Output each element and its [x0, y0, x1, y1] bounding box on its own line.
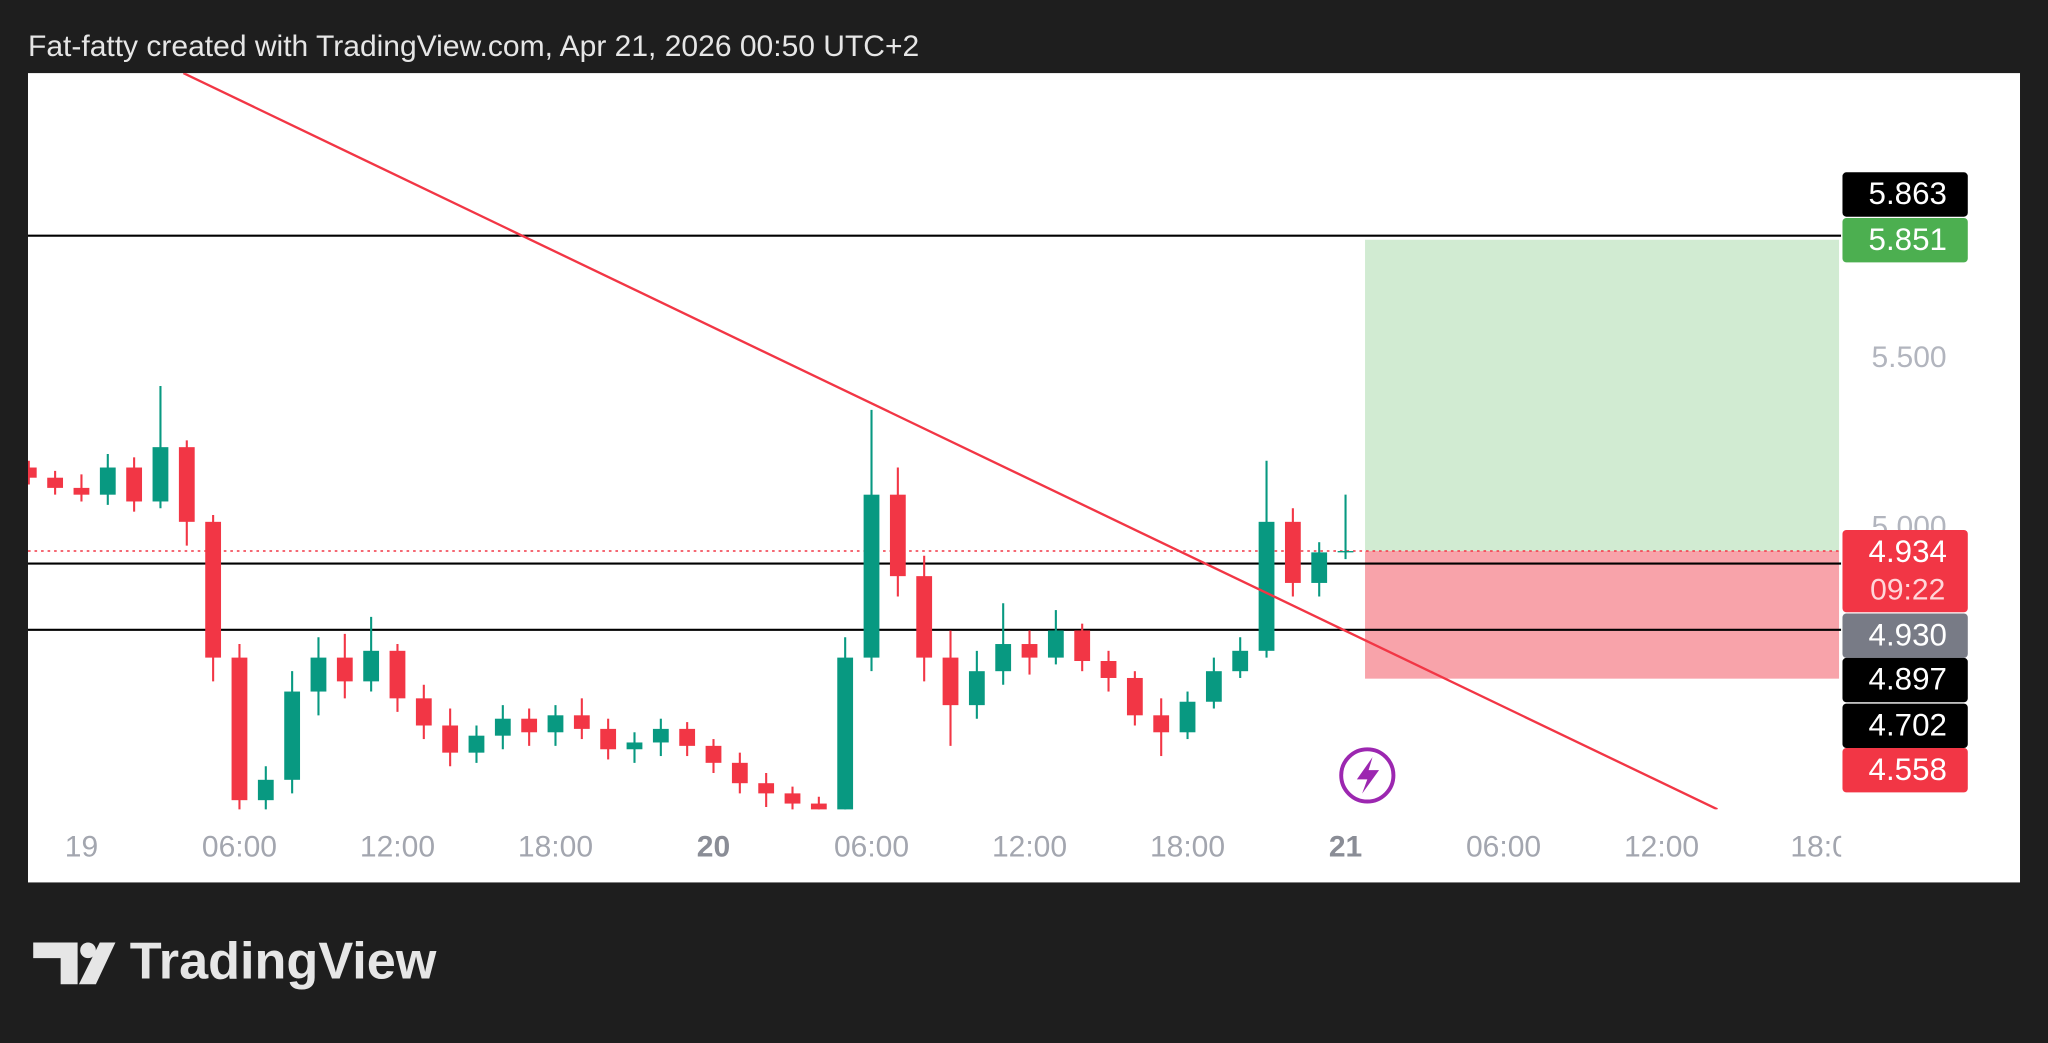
candle-body: [1126, 677, 1143, 716]
candle-body: [679, 728, 696, 746]
candle-body: [1047, 630, 1064, 658]
trendline: [182, 73, 1718, 810]
loss-zone: [1365, 551, 1840, 679]
candle-body: [99, 467, 116, 495]
price-tag: [1842, 529, 1968, 613]
candle-body: [310, 657, 327, 692]
price-tag-label: 5.863: [1869, 176, 1947, 211]
candle-body: [1337, 551, 1354, 553]
plot-area: [27, 73, 1842, 810]
candle-body: [363, 650, 380, 682]
time-axis: 19 06:00 12:00 18:00 20 06:00 12:00 18:00 21 06:0…: [65, 830, 1848, 863]
candle-body: [1153, 715, 1170, 733]
candle-body: [521, 718, 538, 733]
price-tag-label: 5.851: [1869, 222, 1947, 257]
y-tick-label: 5.500: [1871, 341, 1946, 374]
x-tick-label: 06:00: [834, 830, 909, 863]
x-tick-label: 12:00: [992, 830, 1067, 863]
price-tag-label: 4.934: [1869, 534, 1947, 569]
price-tag-label: 4.558: [1869, 752, 1947, 787]
candle-body: [152, 447, 169, 502]
candle-body: [442, 725, 459, 753]
candle-body: [547, 715, 564, 733]
profit-zone: [1365, 239, 1840, 552]
candle-body: [47, 477, 64, 488]
candle-body: [837, 657, 854, 810]
candle-body: [705, 745, 722, 763]
candle-body: [336, 657, 353, 682]
price-tag: [1842, 217, 1968, 263]
candle-body: [257, 779, 274, 801]
candle-body: [942, 657, 959, 706]
price-tag: [1842, 703, 1968, 748]
candle-body: [652, 728, 669, 743]
x-tick-label: 06:00: [1466, 830, 1541, 863]
price-tag: [1842, 172, 1968, 217]
candle-body: [284, 691, 301, 780]
candle-body: [1179, 701, 1196, 733]
countdown: 09:22: [1870, 573, 1945, 606]
candle-body: [1100, 661, 1117, 678]
candle-body: [626, 742, 643, 750]
candle-body: [1258, 521, 1275, 651]
candle-body: [968, 671, 985, 706]
price-tag: [1842, 613, 1968, 658]
x-tick-label: 21: [1329, 830, 1362, 863]
x-tick-label: 06:00: [202, 830, 277, 863]
candle-body: [415, 698, 432, 726]
price-axis: 5.863 5.851 4.934 09:22 4.930 4.897 4.702 4.558: [1842, 172, 1968, 793]
candle-body: [231, 657, 248, 801]
x-tick-label: 18:00: [1150, 830, 1225, 863]
candle-body: [995, 644, 1012, 672]
x-tick-label: 20: [697, 830, 730, 863]
candle-body: [126, 467, 143, 502]
candle-body: [1021, 644, 1038, 658]
candle-body: [573, 715, 590, 729]
candle-body: [27, 467, 37, 478]
x-tick-label: 19: [65, 830, 98, 863]
header-text: Fat-fatty created with TradingView.com, …: [28, 30, 919, 63]
candle-body: [731, 762, 748, 784]
price-tag-label: 4.702: [1869, 707, 1947, 742]
candle-body: [205, 521, 222, 658]
x-tick-label: 18:0: [1790, 830, 1848, 863]
candle-body: [494, 718, 511, 736]
candle-body: [468, 735, 485, 753]
candle-body: [758, 783, 775, 794]
candle-body: [600, 728, 617, 750]
candle-body: [1311, 552, 1328, 583]
candle-body: [73, 487, 90, 495]
price-tag: [1842, 747, 1968, 793]
x-tick-label: 18:00: [518, 830, 593, 863]
x-tick-label: 12:00: [1624, 830, 1699, 863]
candle-body: [1284, 521, 1301, 583]
price-tag-label: 4.897: [1869, 662, 1947, 697]
candle-body: [916, 576, 933, 658]
candle-body: [784, 793, 801, 804]
price-tag-label: 4.930: [1869, 617, 1947, 652]
x-tick-label: 12:00: [360, 830, 435, 863]
candle-body: [1205, 671, 1222, 702]
candle-body: [178, 447, 195, 522]
candle-body: [810, 803, 827, 810]
candle-body: [389, 650, 406, 699]
price-tag: [1842, 657, 1968, 703]
logo: TradingView: [33, 932, 437, 990]
brand: TradingView: [130, 932, 437, 990]
candle-body: [863, 494, 880, 658]
candle-body: [1232, 650, 1249, 672]
candle-body: [1074, 630, 1091, 662]
candle-body: [889, 494, 906, 577]
lightning-icon: [1339, 747, 1396, 804]
